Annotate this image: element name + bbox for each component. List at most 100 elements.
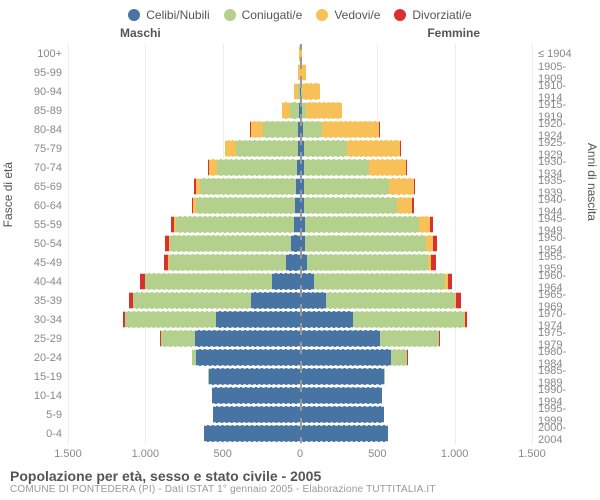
age-row: 60-641940-1944 [10,196,590,215]
male-bars [68,424,300,443]
bar-segment [209,159,217,176]
x-tick-label: 0 [297,448,303,460]
bar-segment [170,235,291,252]
age-row: 45-491955-1959 [10,253,590,272]
bar-segment [456,292,460,309]
bar-segment [209,368,300,385]
age-label: 80-84 [10,124,68,136]
age-row: 55-591945-1949 [10,215,590,234]
x-tick-label: 1.500 [54,448,82,460]
female-bars [300,63,532,82]
bar-segment [326,292,454,309]
bar-segment [196,197,295,214]
header-male: Maschi [120,26,161,40]
bar-segment [406,159,407,176]
bar-segment [212,387,300,404]
bar-segment [286,254,300,271]
bar-segment [384,368,386,385]
bar-segment [300,349,391,366]
age-label: 35-39 [10,295,68,307]
bar-segment [125,311,216,328]
bar-segment [300,330,380,347]
bar-segment [200,178,296,195]
bar-segment [300,425,388,442]
bar-segment [300,273,314,290]
male-bars [68,101,300,120]
female-bars [300,310,532,329]
bar-segment [304,159,369,176]
bar-segment [303,121,322,138]
bar-segment [300,368,384,385]
age-label: 55-59 [10,219,68,231]
bar-segment [251,292,300,309]
bar-segment [391,349,406,366]
bar-segment [300,292,326,309]
bar-segment [305,235,426,252]
female-bars [300,120,532,139]
bar-segment [430,216,433,233]
bar-segment [195,330,300,347]
x-tick-label: 1.000 [441,448,469,460]
header-female: Femmine [427,26,480,40]
female-bars [300,386,532,405]
female-bars [300,291,532,310]
bar-segment [169,254,287,271]
age-row: 80-841920-1924 [10,120,590,139]
bar-segment [304,140,347,157]
age-row: 30-341970-1974 [10,310,590,329]
age-row: 85-891915-1919 [10,101,590,120]
legend-label: Vedovi/e [334,8,380,22]
female-bars [300,196,532,215]
bar-segment [133,292,251,309]
bar-segment [353,311,464,328]
age-label: 25-29 [10,333,68,345]
age-label: 90-94 [10,86,68,98]
age-label: 15-19 [10,371,68,383]
bar-segment [213,406,300,423]
bar-segment [322,121,379,138]
age-label: 100+ [10,48,68,60]
bar-segment [369,159,406,176]
age-row: 75-791925-1929 [10,139,590,158]
legend-label: Coniugati/e [242,8,303,22]
female-bars [300,272,532,291]
male-bars [68,253,300,272]
bar-segment [251,121,263,138]
female-bars [300,329,532,348]
bar-segment [439,330,440,347]
bar-segment [196,349,300,366]
bar-segment [145,273,272,290]
x-tick-label: 500 [213,448,231,460]
bar-segment [176,216,294,233]
bar-segment [300,406,384,423]
male-bars [68,272,300,291]
bar-segment [419,216,430,233]
x-tick-label: 1.000 [132,448,160,460]
age-label: 40-44 [10,276,68,288]
legend-label: Divorziati/e [412,8,471,22]
x-tick-label: 500 [368,448,386,460]
male-bars [68,329,300,348]
age-row: 0-42000-2004 [10,424,590,443]
age-row: 40-441960-1964 [10,272,590,291]
bar-segment [300,311,353,328]
age-label: 50-54 [10,238,68,250]
female-bars [300,253,532,272]
male-bars [68,177,300,196]
legend-label: Celibi/Nubili [146,8,209,22]
male-bars [68,348,300,367]
bar-segment [291,235,300,252]
age-label: 20-24 [10,352,68,364]
age-label: 10-14 [10,390,68,402]
age-row: 90-941910-1914 [10,82,590,101]
male-bars [68,82,300,101]
female-bars [300,234,532,253]
age-label: 65-69 [10,181,68,193]
male-bars [68,63,300,82]
female-bars [300,82,532,101]
age-row: 10-141990-1994 [10,386,590,405]
bar-segment [236,140,298,157]
column-headers: Maschi Femmine [0,26,600,44]
bar-segment [282,102,290,119]
bar-segment [400,140,401,157]
